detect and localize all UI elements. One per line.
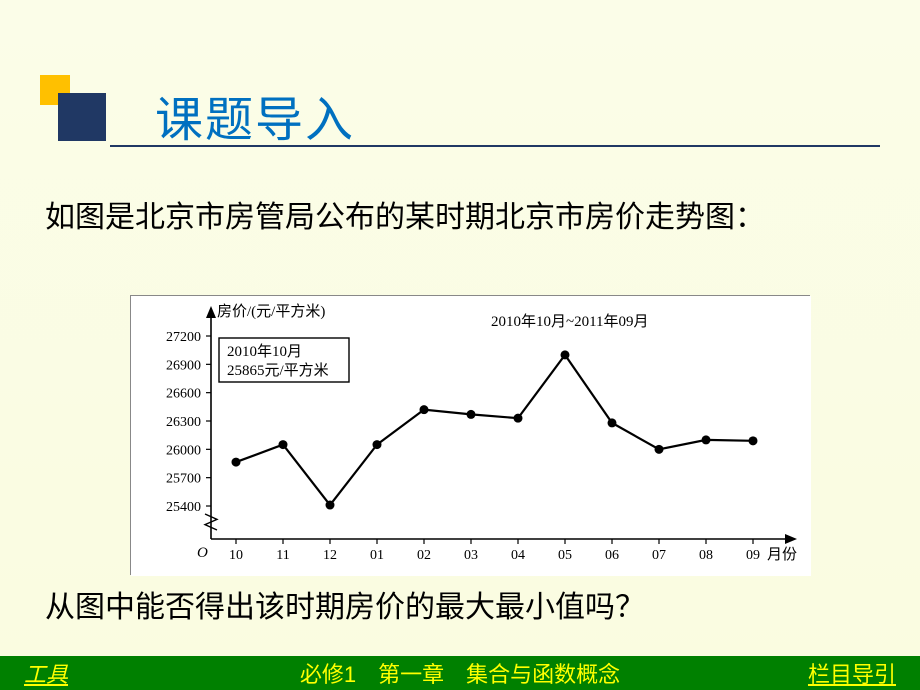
accent-square-big: [58, 93, 106, 141]
svg-text:25700: 25700: [166, 472, 201, 487]
footer-chapter-label: 必修1 第一章 集合与函数概念: [180, 657, 740, 689]
footer-tools-link[interactable]: 工具: [0, 657, 180, 689]
svg-text:10: 10: [229, 548, 243, 563]
svg-text:05: 05: [558, 548, 572, 563]
svg-text:25865元/平方米: 25865元/平方米: [227, 362, 329, 379]
slide-title: 课题导入: [155, 80, 355, 150]
svg-text:26000: 26000: [166, 443, 201, 458]
svg-text:房价/(元/平方米): 房价/(元/平方米): [217, 303, 325, 320]
question-text: 从图中能否得出该时期房价的最大最小值吗？: [45, 582, 875, 626]
svg-text:27200: 27200: [166, 330, 201, 345]
header-rule: [110, 145, 880, 147]
svg-text:2010年10月~2011年09月: 2010年10月~2011年09月: [491, 313, 649, 330]
svg-text:11: 11: [276, 548, 289, 563]
svg-text:09: 09: [746, 548, 760, 563]
svg-text:08: 08: [699, 548, 713, 563]
chart-svg: 25400 25700 26000 26300 26600 26900 27200 10 11 1…: [131, 296, 811, 576]
svg-text:07: 07: [652, 548, 666, 563]
svg-text:26600: 26600: [166, 387, 201, 402]
svg-text:02: 02: [417, 548, 431, 563]
svg-text:12: 12: [323, 548, 337, 563]
svg-text:06: 06: [605, 548, 619, 563]
svg-text:O: O: [197, 545, 208, 561]
svg-text:04: 04: [511, 548, 525, 563]
svg-text:月份: 月份: [767, 546, 797, 563]
svg-text:03: 03: [464, 548, 478, 563]
price-chart: 25400 25700 26000 26300 26600 26900 27200 10 11 1…: [130, 295, 810, 575]
svg-text:26900: 26900: [166, 358, 201, 373]
svg-text:2010年10月: 2010年10月: [227, 343, 302, 360]
header: 课题导入: [40, 75, 880, 165]
svg-text:01: 01: [370, 548, 384, 563]
intro-text: 如图是北京市房管局公布的某时期北京市房价走势图：: [45, 195, 875, 242]
slide: 课题导入 如图是北京市房管局公布的某时期北京市房价走势图： 25400 25700…: [0, 0, 920, 690]
svg-text:25400: 25400: [166, 500, 201, 515]
footer-bar: 工具 必修1 第一章 集合与函数概念 栏目导引: [0, 656, 920, 690]
svg-text:26300: 26300: [166, 415, 201, 430]
footer-nav-link[interactable]: 栏目导引: [740, 657, 920, 689]
